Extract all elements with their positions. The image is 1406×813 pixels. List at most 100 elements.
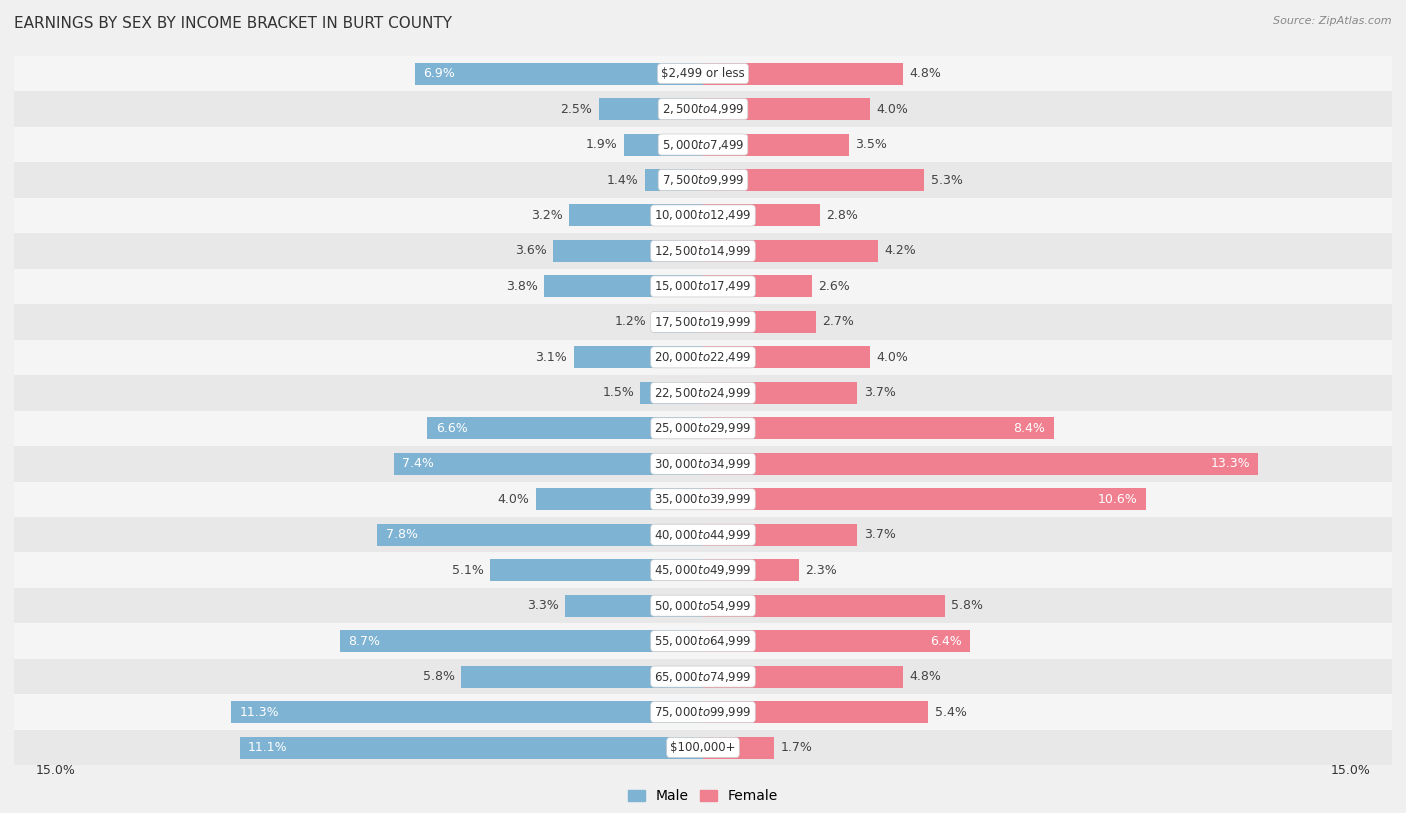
- Bar: [14, 340, 1392, 375]
- Text: $55,000 to $64,999: $55,000 to $64,999: [654, 634, 752, 648]
- Text: 3.1%: 3.1%: [536, 351, 567, 364]
- Text: 15.0%: 15.0%: [37, 764, 76, 777]
- Text: 1.2%: 1.2%: [614, 315, 647, 328]
- Text: 3.5%: 3.5%: [855, 138, 887, 151]
- Bar: [14, 659, 1392, 694]
- Text: 2.5%: 2.5%: [561, 102, 592, 115]
- Text: 6.6%: 6.6%: [436, 422, 468, 435]
- Text: $12,500 to $14,999: $12,500 to $14,999: [654, 244, 752, 258]
- Text: 5.1%: 5.1%: [451, 563, 484, 576]
- Text: 4.0%: 4.0%: [876, 102, 908, 115]
- Bar: [14, 730, 1392, 765]
- Bar: [14, 127, 1392, 163]
- Bar: [553, 240, 703, 262]
- Text: 11.1%: 11.1%: [247, 741, 287, 754]
- Bar: [14, 411, 1392, 446]
- Bar: [703, 524, 858, 546]
- Text: 1.4%: 1.4%: [606, 173, 638, 186]
- Text: 10.6%: 10.6%: [1098, 493, 1137, 506]
- Text: 15.0%: 15.0%: [1330, 764, 1369, 777]
- Text: $100,000+: $100,000+: [671, 741, 735, 754]
- Bar: [703, 453, 1258, 475]
- Bar: [394, 453, 703, 475]
- Text: $35,000 to $39,999: $35,000 to $39,999: [654, 492, 752, 506]
- Bar: [703, 169, 924, 191]
- Text: Source: ZipAtlas.com: Source: ZipAtlas.com: [1274, 16, 1392, 26]
- Bar: [377, 524, 703, 546]
- Text: 1.7%: 1.7%: [780, 741, 813, 754]
- Bar: [14, 163, 1392, 198]
- Text: 2.8%: 2.8%: [827, 209, 858, 222]
- Bar: [644, 169, 703, 191]
- Bar: [652, 311, 703, 333]
- Bar: [599, 98, 703, 120]
- Text: 11.3%: 11.3%: [239, 706, 280, 719]
- Text: $30,000 to $34,999: $30,000 to $34,999: [654, 457, 752, 471]
- Bar: [415, 63, 703, 85]
- Bar: [14, 694, 1392, 730]
- Bar: [536, 489, 703, 511]
- Bar: [14, 446, 1392, 481]
- Text: $50,000 to $54,999: $50,000 to $54,999: [654, 598, 752, 613]
- Bar: [14, 517, 1392, 553]
- Text: $40,000 to $44,999: $40,000 to $44,999: [654, 528, 752, 541]
- Bar: [14, 304, 1392, 340]
- Text: 4.0%: 4.0%: [498, 493, 530, 506]
- Bar: [703, 133, 849, 155]
- Legend: Male, Female: Male, Female: [623, 784, 783, 809]
- Text: 6.9%: 6.9%: [423, 67, 456, 80]
- Bar: [14, 588, 1392, 624]
- Bar: [461, 666, 703, 688]
- Text: 6.4%: 6.4%: [931, 635, 962, 648]
- Text: 4.2%: 4.2%: [884, 245, 917, 258]
- Bar: [703, 417, 1053, 439]
- Bar: [14, 233, 1392, 268]
- Bar: [703, 559, 799, 581]
- Text: 3.7%: 3.7%: [863, 386, 896, 399]
- Text: $7,500 to $9,999: $7,500 to $9,999: [662, 173, 744, 187]
- Text: 4.0%: 4.0%: [876, 351, 908, 364]
- Text: 3.3%: 3.3%: [527, 599, 560, 612]
- Bar: [14, 56, 1392, 91]
- Text: 1.5%: 1.5%: [602, 386, 634, 399]
- Text: $17,500 to $19,999: $17,500 to $19,999: [654, 315, 752, 329]
- Bar: [569, 205, 703, 227]
- Bar: [703, 276, 811, 298]
- Text: 2.7%: 2.7%: [823, 315, 853, 328]
- Bar: [427, 417, 703, 439]
- Text: 3.6%: 3.6%: [515, 245, 547, 258]
- Text: 8.7%: 8.7%: [349, 635, 380, 648]
- Bar: [14, 91, 1392, 127]
- Text: 5.8%: 5.8%: [952, 599, 983, 612]
- Bar: [14, 553, 1392, 588]
- Bar: [703, 666, 904, 688]
- Bar: [231, 701, 703, 723]
- Bar: [239, 737, 703, 759]
- Bar: [703, 594, 945, 616]
- Text: 4.8%: 4.8%: [910, 670, 942, 683]
- Text: EARNINGS BY SEX BY INCOME BRACKET IN BURT COUNTY: EARNINGS BY SEX BY INCOME BRACKET IN BUR…: [14, 16, 453, 31]
- Text: $15,000 to $17,499: $15,000 to $17,499: [654, 280, 752, 293]
- Text: $20,000 to $22,499: $20,000 to $22,499: [654, 350, 752, 364]
- Text: 2.6%: 2.6%: [818, 280, 849, 293]
- Text: $65,000 to $74,999: $65,000 to $74,999: [654, 670, 752, 684]
- Text: $25,000 to $29,999: $25,000 to $29,999: [654, 421, 752, 435]
- Text: $75,000 to $99,999: $75,000 to $99,999: [654, 705, 752, 719]
- Text: $2,500 to $4,999: $2,500 to $4,999: [662, 102, 744, 116]
- Bar: [640, 382, 703, 404]
- Bar: [14, 375, 1392, 411]
- Bar: [703, 346, 870, 368]
- Bar: [14, 268, 1392, 304]
- Bar: [544, 276, 703, 298]
- Text: $10,000 to $12,499: $10,000 to $12,499: [654, 208, 752, 223]
- Text: 5.3%: 5.3%: [931, 173, 963, 186]
- Text: 5.8%: 5.8%: [423, 670, 454, 683]
- Bar: [491, 559, 703, 581]
- Text: $22,500 to $24,999: $22,500 to $24,999: [654, 386, 752, 400]
- Bar: [703, 737, 773, 759]
- Bar: [703, 240, 879, 262]
- Bar: [703, 205, 820, 227]
- Bar: [340, 630, 703, 652]
- Bar: [703, 630, 970, 652]
- Bar: [14, 198, 1392, 233]
